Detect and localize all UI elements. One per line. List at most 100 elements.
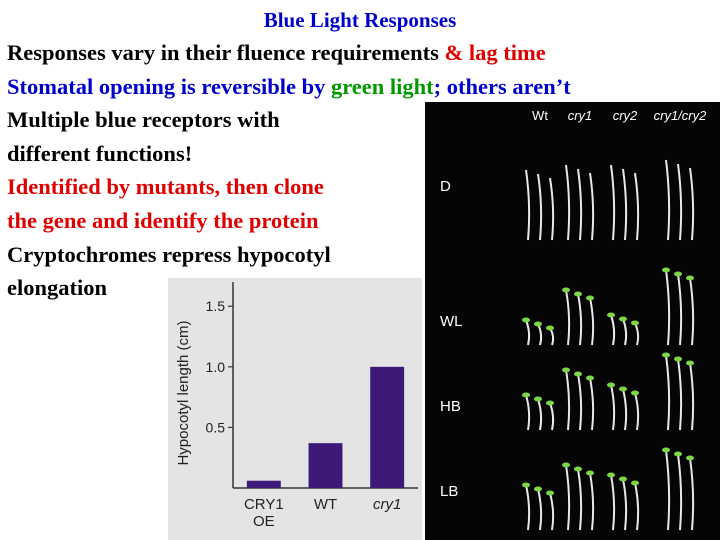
- column-label: cry1/cry2: [654, 108, 708, 123]
- bar-chart: 0.5 1.0 1.5 Hypocotyl length (cm): [175, 282, 418, 489]
- text-segment: & lag time: [444, 40, 546, 65]
- text-line: Stomatal opening is reversible by green …: [7, 74, 571, 100]
- seedling: [622, 478, 628, 531]
- seedling: [689, 457, 695, 531]
- cotyledon: [562, 287, 570, 293]
- seedling: [577, 168, 583, 241]
- x-tick-label: CRY1 OE: [243, 496, 284, 530]
- text-segment: Cryptochromes repress hypocotyl: [7, 241, 331, 267]
- seedling-photo: Wt cry1 cry2 cry1/cry2 D WL HB LB: [440, 108, 708, 531]
- seedling: [549, 492, 555, 531]
- seedling: [525, 169, 531, 241]
- cotyledon: [562, 367, 570, 373]
- seedling: [634, 172, 640, 241]
- seedling: [577, 373, 583, 431]
- text-line: Responses vary in their fluence requirem…: [7, 40, 546, 66]
- seedling: [610, 164, 616, 241]
- cotyledon: [686, 360, 694, 366]
- seedling: [577, 293, 583, 346]
- photo: [425, 102, 720, 540]
- seedling: [689, 277, 695, 346]
- seedling: [610, 384, 616, 431]
- cotyledon: [607, 472, 615, 478]
- cotyledon: [674, 356, 682, 362]
- cotyledon: [674, 451, 682, 457]
- cotyledon: [534, 486, 542, 492]
- row-label: D: [440, 178, 451, 195]
- seedling: [665, 269, 671, 346]
- column-label: cry2: [613, 108, 638, 123]
- text-segment: green light: [330, 73, 434, 99]
- cotyledon: [522, 317, 530, 323]
- text-segment: Multiple blue receptors with: [7, 107, 280, 133]
- text-segment: Identified by mutants, then clone: [7, 174, 324, 200]
- x-tick-label: cry1: [372, 496, 402, 513]
- column-label: cry1: [568, 108, 593, 123]
- cotyledon: [546, 400, 554, 406]
- text-line: Cryptochromes repress hypocotyl: [7, 242, 331, 268]
- slide-title: Blue Light Responses: [263, 8, 457, 32]
- seedling: [689, 167, 695, 241]
- seedling: [537, 398, 543, 431]
- text-line: the gene and identify the protein: [7, 208, 318, 234]
- cotyledon: [686, 455, 694, 461]
- cotyledon: [631, 390, 639, 396]
- cotyledon: [562, 462, 570, 468]
- text-line: Identified by mutants, then clone: [7, 174, 324, 200]
- seedling: [677, 358, 683, 431]
- cotyledon: [522, 392, 530, 398]
- cotyledon: [674, 271, 682, 277]
- seedling: [589, 297, 595, 346]
- text-line: elongation: [7, 275, 107, 301]
- seedling: [589, 172, 595, 241]
- column-label: Wt: [532, 108, 548, 123]
- x-tick-label: WT: [313, 496, 338, 513]
- seedling: [565, 369, 571, 431]
- seedling: [665, 159, 671, 241]
- cotyledon: [586, 295, 594, 301]
- cotyledon: [574, 371, 582, 377]
- cotyledon: [574, 291, 582, 297]
- cotyledon: [686, 275, 694, 281]
- y-tick-label: 0.5: [206, 419, 226, 435]
- cotyledon: [619, 316, 627, 322]
- seedling: [677, 453, 683, 531]
- seedling: [549, 177, 555, 241]
- row-label: LB: [440, 483, 458, 500]
- y-tick-label: 1.0: [206, 359, 226, 375]
- seedling: [589, 377, 595, 431]
- cotyledon: [607, 382, 615, 388]
- cotyledon: [662, 267, 670, 273]
- text-segment: elongation: [7, 275, 108, 301]
- text-line: Multiple blue receptors with: [7, 107, 280, 133]
- seedling: [525, 484, 531, 531]
- cotyledon: [546, 490, 554, 496]
- cotyledon: [546, 325, 554, 331]
- seedling: [677, 273, 683, 346]
- seedling: [565, 289, 571, 346]
- cotyledon: [662, 447, 670, 453]
- seedling: [610, 314, 616, 346]
- text-segment: Responses vary in their fluence requirem…: [7, 40, 445, 65]
- cotyledon: [631, 480, 639, 486]
- text-segment: Stomatal opening is reversible by: [7, 73, 331, 99]
- cotyledon: [607, 312, 615, 318]
- bar: [246, 480, 281, 488]
- bar: [308, 443, 343, 488]
- seedling: [589, 472, 595, 531]
- text-segment: ; others aren’t: [433, 73, 571, 99]
- cotyledon: [586, 375, 594, 381]
- seedling: [537, 173, 543, 241]
- seedling: [665, 354, 671, 431]
- seedling: [622, 388, 628, 431]
- cotyledon: [631, 320, 639, 326]
- seedling: [525, 394, 531, 431]
- seedling: [622, 168, 628, 241]
- y-axis-label: Hypocotyl length (cm): [175, 320, 192, 465]
- cotyledon: [534, 321, 542, 327]
- seedling: [634, 392, 640, 431]
- seedling: [537, 488, 543, 531]
- cotyledon: [619, 476, 627, 482]
